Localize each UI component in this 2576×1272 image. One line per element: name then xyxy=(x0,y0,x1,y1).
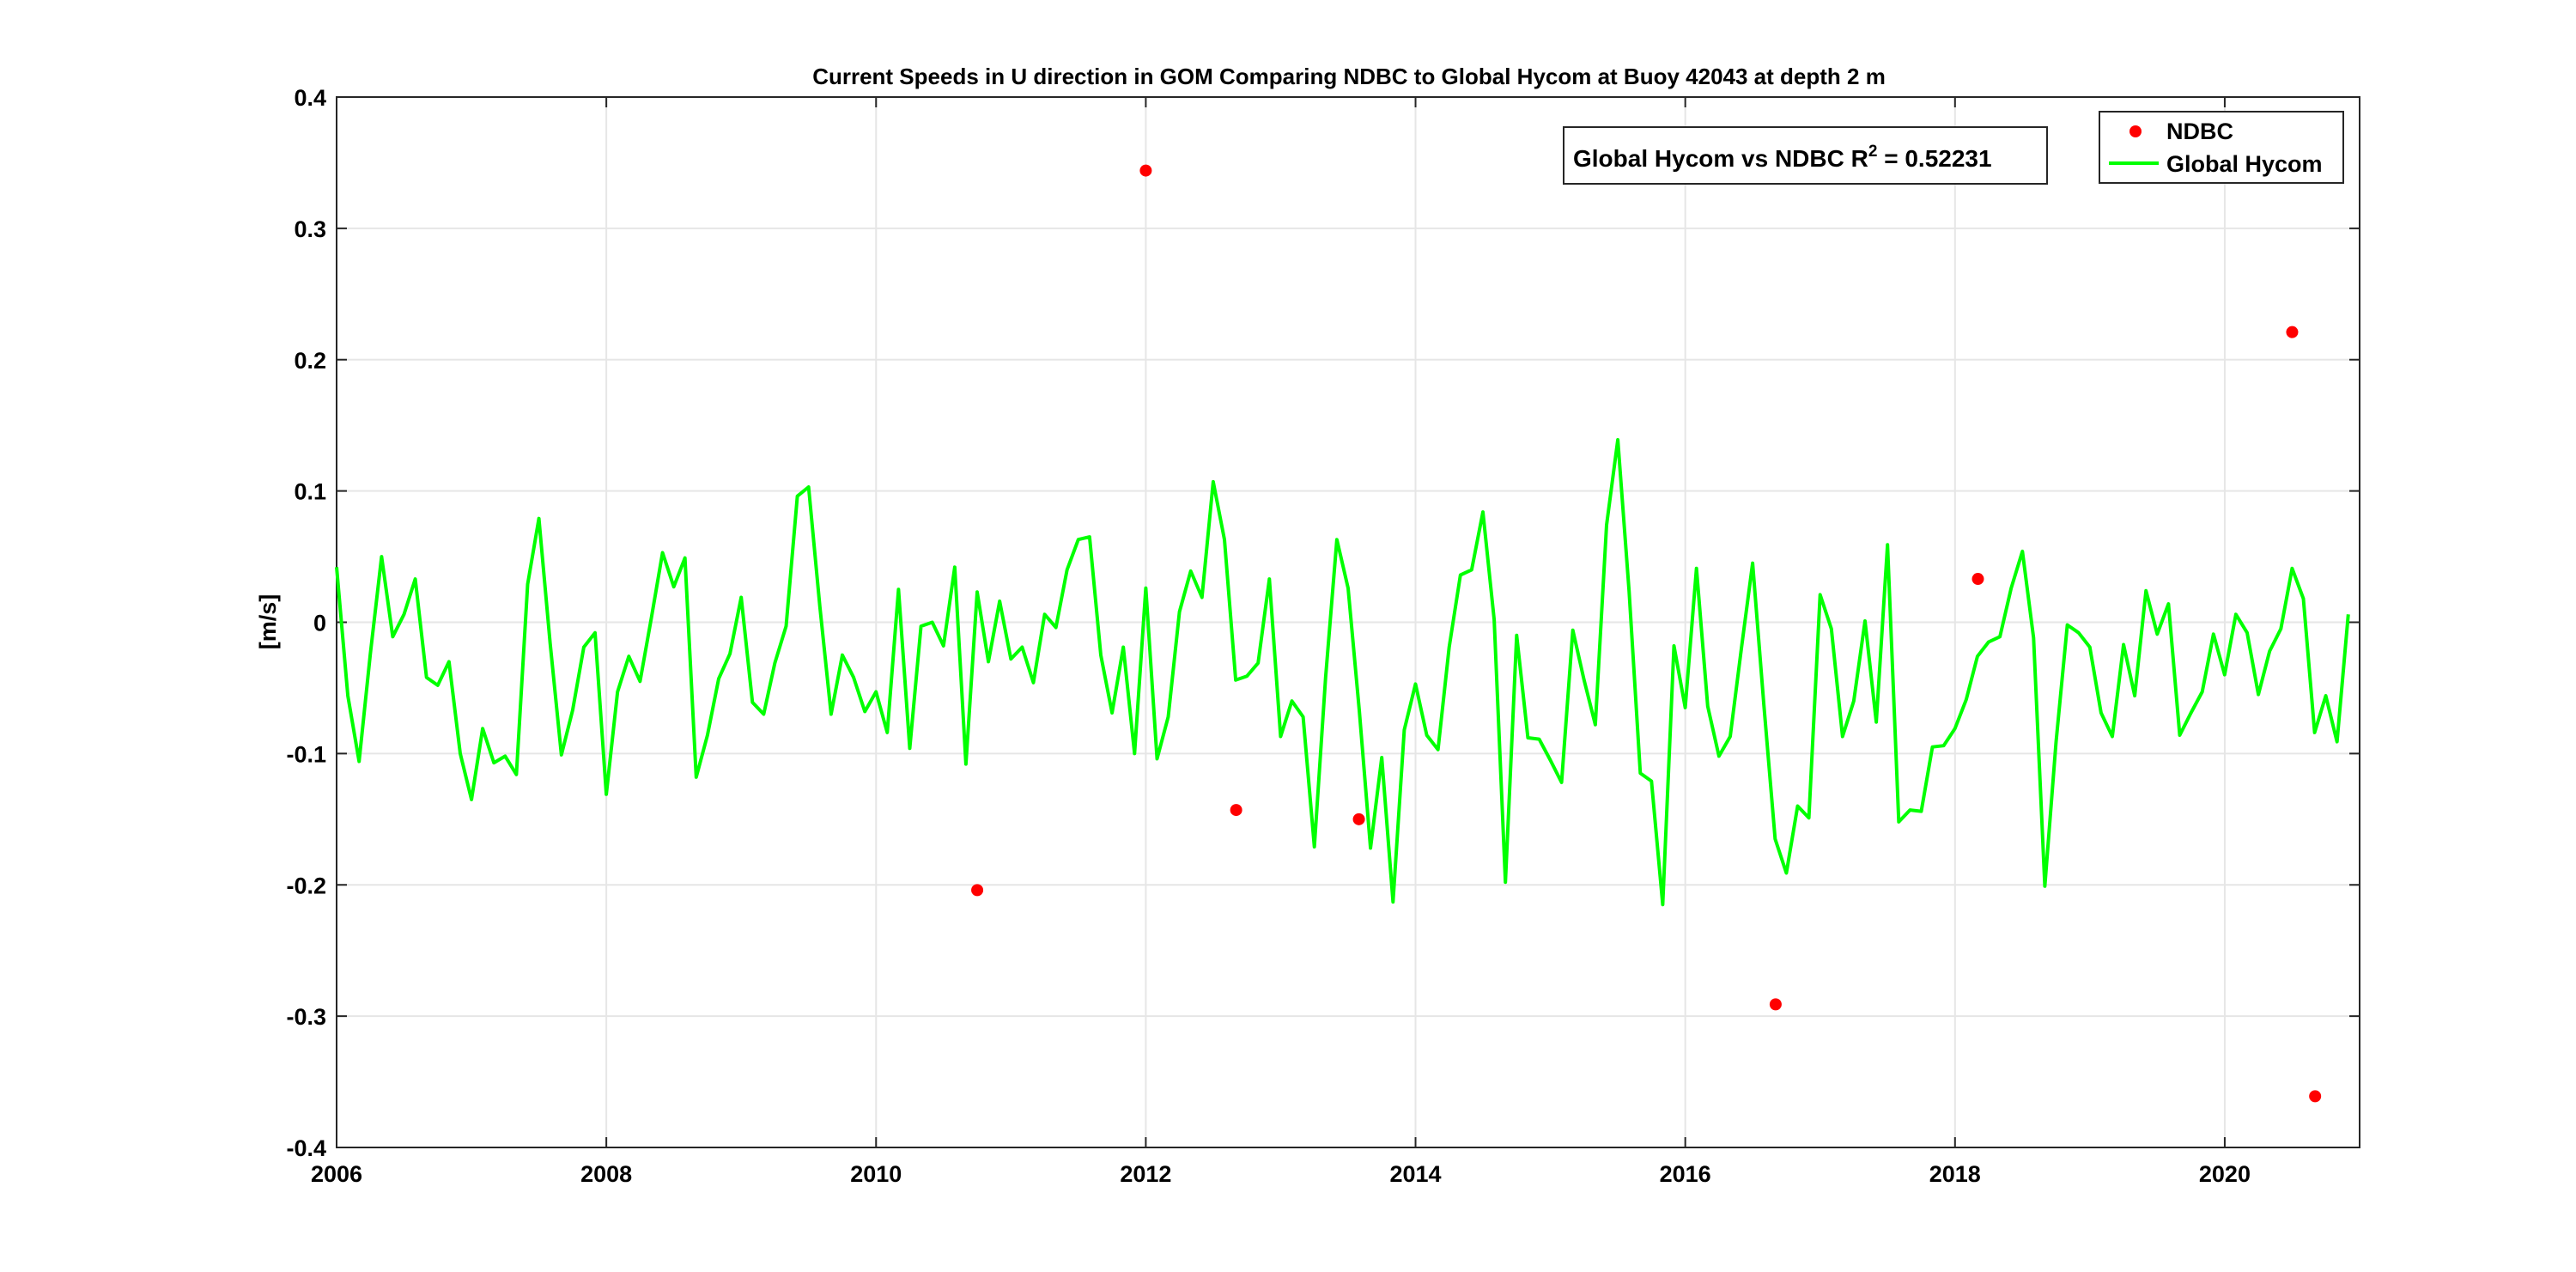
x-tick-labels: 2006 2008 2010 2012 2014 2016 2018 2020 xyxy=(311,1161,2251,1187)
x-tick-label: 2006 xyxy=(311,1161,362,1187)
annotation-box xyxy=(1563,126,2048,185)
legend-ndbc-label: NDBC xyxy=(2166,119,2233,144)
ndbc-point xyxy=(1769,998,1782,1011)
x-tick-label: 2008 xyxy=(580,1161,632,1187)
x-tick-label: 2020 xyxy=(2199,1161,2251,1187)
axis-ticks xyxy=(336,96,2360,1148)
annotation-suffix: = 0.52231 xyxy=(1877,145,1991,172)
ndbc-point xyxy=(2309,1090,2322,1103)
y-axis-label: [m/s] xyxy=(255,594,281,650)
ndbc-point xyxy=(1139,164,1152,177)
y-tick-label: -0.3 xyxy=(286,1004,326,1030)
x-tick-label: 2012 xyxy=(1120,1161,1171,1187)
global-hycom-line xyxy=(335,438,2350,907)
x-tick-label: 2018 xyxy=(1929,1161,1981,1187)
annotation-text: Global Hycom vs NDBC R2 = 0.52231 xyxy=(1573,143,1992,172)
x-tick-label: 2010 xyxy=(850,1161,902,1187)
ndbc-point xyxy=(1971,573,1984,586)
legend-global-hycom-label: Global Hycom xyxy=(2166,151,2323,177)
y-tick-label: 0.1 xyxy=(294,479,326,505)
ndbc-point xyxy=(971,884,984,897)
x-tick-label: 2014 xyxy=(1389,1161,1441,1187)
chart-title: Current Speeds in U direction in GOM Com… xyxy=(812,64,1886,89)
legend-box xyxy=(2099,111,2344,184)
annotation-superscript: 2 xyxy=(1868,143,1878,161)
y-tick-label: 0.4 xyxy=(294,85,326,111)
plot-area xyxy=(335,164,2350,1103)
r-squared-annotation: Global Hycom vs NDBC R2 = 0.52231 xyxy=(1563,126,2048,185)
y-tick-label: -0.4 xyxy=(286,1135,326,1161)
ndbc-point xyxy=(1352,812,1365,825)
x-tick-label: 2016 xyxy=(1660,1161,1711,1187)
y-tick-label: -0.1 xyxy=(286,741,326,767)
y-tick-label: 0 xyxy=(313,611,326,636)
legend-ndbc-marker xyxy=(2129,125,2142,137)
ndbc-point xyxy=(1230,804,1242,817)
y-tick-label: 0.3 xyxy=(294,216,326,242)
ndbc-point xyxy=(2286,326,2299,338)
y-tick-label: -0.2 xyxy=(286,873,326,898)
y-tick-label: 0.2 xyxy=(294,348,326,374)
legend: NDBC Global Hycom xyxy=(2099,111,2344,184)
y-tick-labels: -0.4 -0.3 -0.2 -0.1 0 0.1 0.2 0.3 0.4 xyxy=(286,85,326,1161)
annotation-prefix: Global Hycom vs NDBC R xyxy=(1573,145,1868,172)
